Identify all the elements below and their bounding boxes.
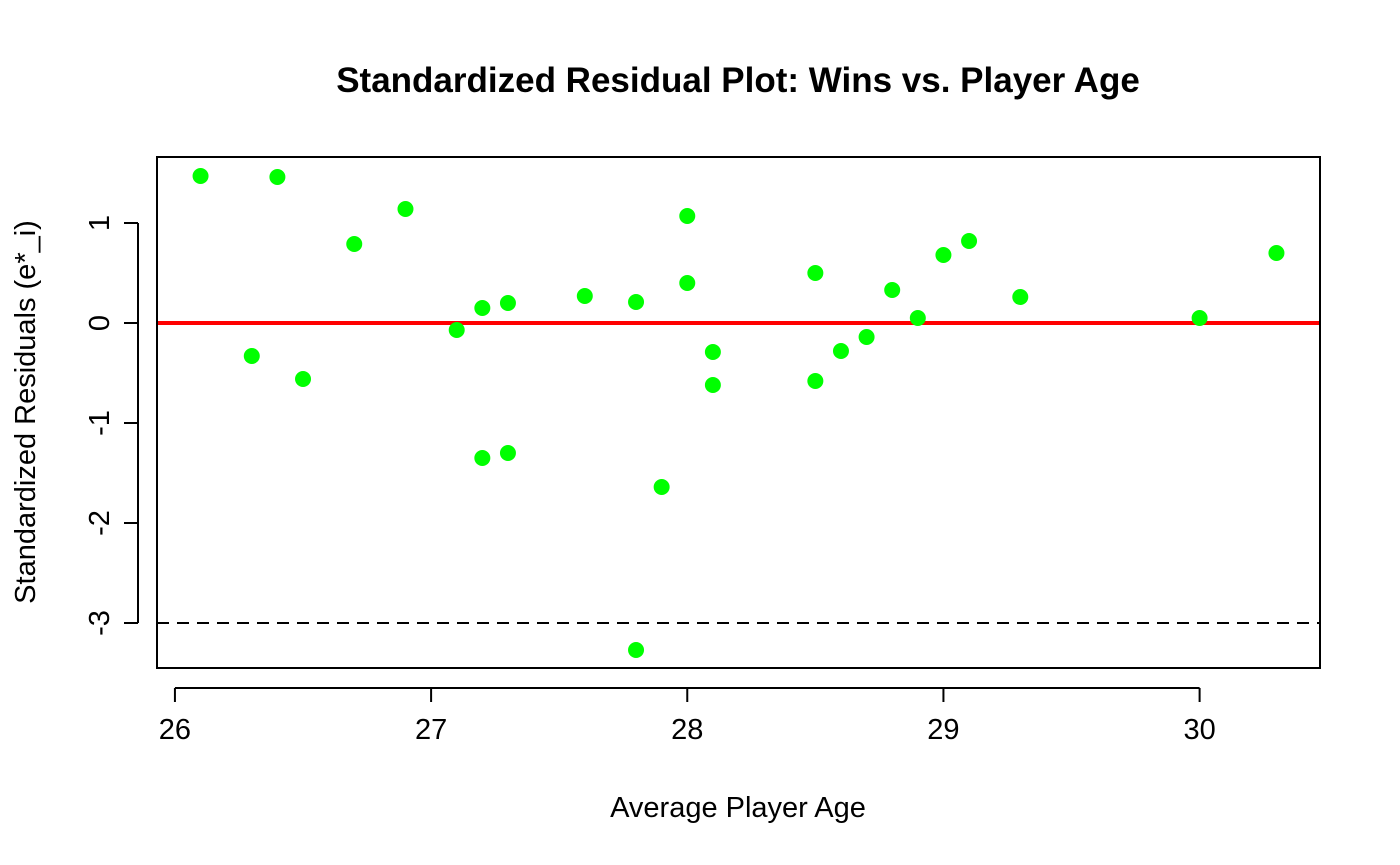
x-axis: 26 27 28 29 30 [159,687,1216,746]
plot-frame [156,156,1321,669]
data-point [884,282,901,298]
data-point [679,208,696,224]
data-point [909,310,926,326]
y-tick-label: 1 [84,215,116,231]
data-point [1012,289,1029,305]
x-tick-label: 29 [927,714,959,746]
data-point [243,348,260,364]
y-tick-label: -1 [84,410,116,436]
reference-lines [157,321,1320,624]
data-point [474,450,491,466]
data-point [704,377,721,393]
data-point [832,343,849,359]
x-tick-label: 27 [415,714,447,746]
y-tick-label: -3 [84,610,116,636]
data-point [448,322,465,338]
data-point [1191,310,1208,326]
y-axis-label: Standardized Residuals (e*_i) [10,220,42,604]
data-point [346,236,363,252]
data-point [807,373,824,389]
chart-title: Standardized Residual Plot: Wins vs. Pla… [336,61,1140,100]
data-point [935,247,952,263]
data-point [961,233,978,249]
data-point [653,479,670,495]
data-point [499,445,516,461]
y-tick-label: 0 [84,315,116,331]
data-point [807,265,824,281]
data-point [474,300,491,316]
data-point [499,295,516,311]
data-point [628,294,645,310]
data-point [397,201,414,217]
data-point [1268,245,1285,261]
data-point [576,288,593,304]
data-point [858,329,875,345]
data-point [192,168,209,184]
data-point [704,344,721,360]
data-point [295,371,312,387]
data-point [628,642,645,658]
x-tick-label: 26 [159,714,191,746]
y-tick-label: -2 [84,510,116,536]
data-point [679,275,696,291]
x-tick-label: 28 [671,714,703,746]
y-axis: -3 -2 -1 0 1 [84,215,139,636]
x-tick-label: 30 [1183,714,1215,746]
x-axis-label: Average Player Age [610,792,866,824]
data-points [192,168,1285,658]
data-point [269,169,286,185]
